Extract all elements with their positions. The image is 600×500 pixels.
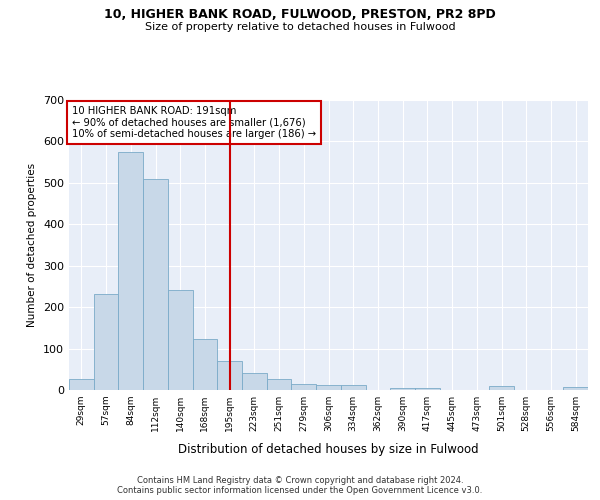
- Bar: [563, 387, 588, 390]
- Bar: [415, 388, 440, 390]
- Text: Contains HM Land Registry data © Crown copyright and database right 2024.
Contai: Contains HM Land Registry data © Crown c…: [118, 476, 482, 495]
- Bar: [390, 388, 415, 390]
- Bar: [267, 379, 292, 390]
- Y-axis label: Number of detached properties: Number of detached properties: [28, 163, 37, 327]
- Bar: [489, 386, 514, 390]
- Bar: [193, 338, 217, 390]
- Bar: [316, 386, 341, 390]
- Text: Size of property relative to detached houses in Fulwood: Size of property relative to detached ho…: [145, 22, 455, 32]
- Text: Distribution of detached houses by size in Fulwood: Distribution of detached houses by size …: [178, 442, 479, 456]
- Text: 10, HIGHER BANK ROAD, FULWOOD, PRESTON, PR2 8PD: 10, HIGHER BANK ROAD, FULWOOD, PRESTON, …: [104, 8, 496, 20]
- Bar: [341, 386, 365, 390]
- Bar: [69, 379, 94, 390]
- Text: 10 HIGHER BANK ROAD: 191sqm
← 90% of detached houses are smaller (1,676)
10% of : 10 HIGHER BANK ROAD: 191sqm ← 90% of det…: [71, 106, 316, 139]
- Bar: [118, 152, 143, 390]
- Bar: [242, 373, 267, 390]
- Bar: [292, 384, 316, 390]
- Bar: [94, 294, 118, 390]
- Bar: [143, 178, 168, 390]
- Bar: [217, 360, 242, 390]
- Bar: [168, 290, 193, 390]
